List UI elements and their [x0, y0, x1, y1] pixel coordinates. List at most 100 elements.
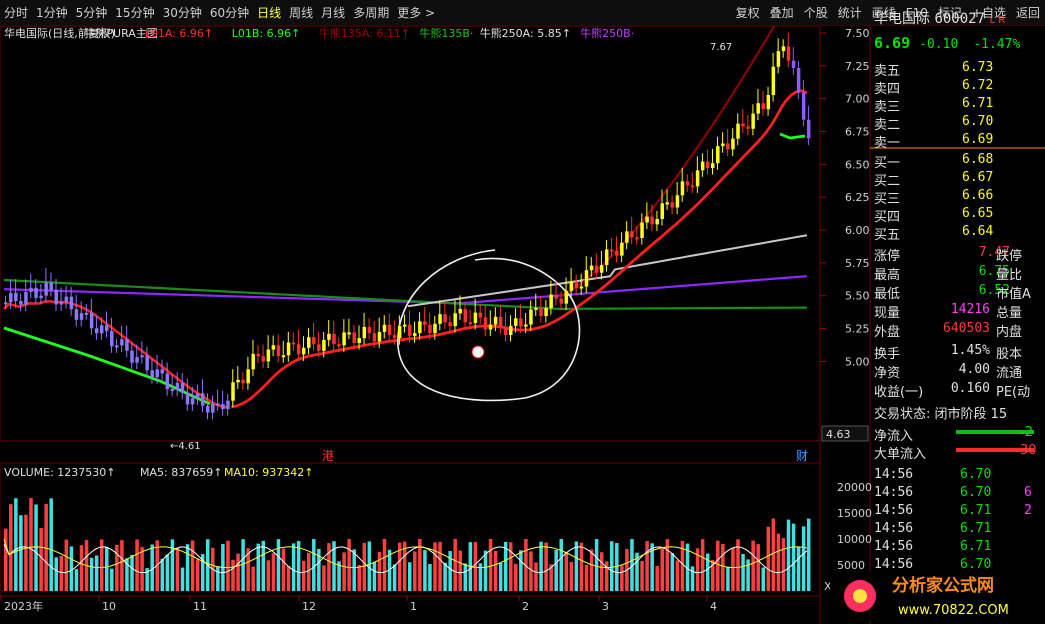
toolbar-btn-1[interactable]: 叠加: [769, 6, 794, 20]
candle-body: [377, 331, 382, 342]
volume-bar: [665, 539, 670, 591]
volume-bar: [529, 551, 533, 591]
volume-bar: [276, 539, 281, 591]
candle-body: [468, 322, 473, 325]
period-tab-3[interactable]: 15分钟: [115, 6, 155, 20]
toolbar-btn-7[interactable]: +自选: [971, 6, 1006, 20]
short-ma-green-end: [779, 132, 806, 140]
volume-bar: [483, 550, 488, 591]
candle-body: [544, 308, 548, 317]
candle-body: [29, 287, 33, 292]
candle-body: [569, 281, 574, 291]
toolbar-btn-3[interactable]: 统计: [837, 6, 862, 20]
volume-bar: [559, 539, 563, 591]
volume-bar: [610, 541, 614, 591]
volume-bar: [746, 559, 750, 591]
candle-body: [559, 298, 563, 304]
bid-row: 买五 6.64: [874, 224, 994, 243]
volume-bar: [372, 561, 377, 591]
candle-body: [59, 301, 64, 305]
bid-row: 买一 6.68: [874, 152, 994, 171]
period-tab-1[interactable]: 1分钟: [36, 6, 68, 20]
volume-bar: [675, 560, 680, 591]
volume-bar: [766, 526, 771, 591]
candle-body: [751, 113, 755, 129]
volume-bar: [690, 566, 695, 591]
period-tab-5[interactable]: 60分钟: [209, 6, 250, 20]
volume-bar: [74, 569, 79, 591]
candle-body: [539, 307, 543, 317]
watermark-line2: www.70822.COM: [898, 603, 1009, 618]
low-mark: ←4.61: [170, 441, 201, 452]
candle-body: [736, 123, 740, 139]
candle-body: [195, 393, 200, 399]
candle-body: [766, 95, 771, 110]
candle-body: [190, 398, 195, 405]
ma135-line: [3, 278, 807, 310]
candle-body: [771, 66, 776, 96]
candle-body: [700, 161, 705, 171]
toolbar-btn-6[interactable]: 标记: [937, 6, 962, 20]
period-tab-10[interactable]: 更多 >: [397, 6, 436, 20]
tick-row: 14:56 6.71: [874, 521, 992, 536]
volume-bar: [185, 544, 190, 591]
volume-bar: [110, 568, 114, 591]
candle-body: [130, 350, 134, 363]
volume-bar: [49, 498, 53, 591]
candle-body: [200, 393, 205, 406]
volume-bar: [645, 541, 649, 591]
volume-bar: [604, 561, 609, 591]
candle-body: [276, 345, 281, 356]
period-tab-6[interactable]: 日线: [257, 6, 282, 20]
volume-bar: [261, 540, 266, 591]
bid-row: 买二 6.67: [874, 170, 994, 189]
tick-row: 14:56 6.70: [874, 467, 992, 482]
volume-bar: [200, 554, 205, 591]
toolbar-btn-4[interactable]: 画线: [871, 6, 896, 20]
period-tab-4[interactable]: 30分钟: [162, 6, 202, 20]
candle-body: [180, 382, 185, 393]
candle-body: [327, 333, 331, 340]
volume-bar: [594, 539, 599, 591]
toolbar-btn-8[interactable]: 返回: [1015, 6, 1040, 20]
current-price-box: [821, 425, 869, 442]
candle-body: [690, 185, 695, 188]
volume-bar: [165, 554, 170, 591]
volume-bar: [29, 498, 33, 591]
period-tab-2[interactable]: 5分钟: [75, 6, 108, 20]
candle-body: [463, 309, 468, 323]
volume-bar: [736, 539, 740, 591]
chart-header-7: 牛熊250B·: [580, 26, 634, 40]
flow-row: 净流入 -2: [874, 425, 1034, 444]
volume-bar: [160, 558, 165, 591]
period-tab-0[interactable]: 分时: [4, 6, 29, 20]
candle-body: [155, 369, 159, 378]
period-tab-7[interactable]: 周线: [289, 6, 314, 20]
candle-body: [448, 322, 452, 327]
volume-bar: [509, 542, 513, 591]
candle-body: [599, 265, 604, 273]
candle-body: [281, 355, 286, 358]
candle-body: [231, 382, 235, 401]
volume-label: 10000: [837, 533, 872, 546]
volume-bar: [135, 539, 139, 591]
candle-body: [635, 237, 639, 240]
volume-bar: [150, 544, 154, 591]
candle-body: [216, 403, 220, 406]
volume-bar: [170, 539, 175, 591]
volume-bar: [670, 553, 675, 591]
fund-row: 收益(一) 0.160 PE(动: [874, 381, 1031, 400]
candle-body: [640, 222, 644, 238]
volume-bar: [539, 541, 543, 591]
candle-body: [610, 249, 614, 252]
candle-body: [554, 294, 558, 299]
period-tab-9[interactable]: 多周期: [353, 6, 390, 20]
toolbar-btn-2[interactable]: 个股: [803, 6, 828, 20]
toolbar-btn-0[interactable]: 复权: [735, 6, 760, 20]
time-label: 12: [302, 600, 316, 613]
period-tab-8[interactable]: 月线: [321, 6, 346, 20]
candle-body: [584, 270, 589, 287]
volume-bar: [367, 541, 372, 591]
candle-body: [645, 216, 649, 223]
toolbar-btn-5[interactable]: F10: [905, 5, 928, 20]
